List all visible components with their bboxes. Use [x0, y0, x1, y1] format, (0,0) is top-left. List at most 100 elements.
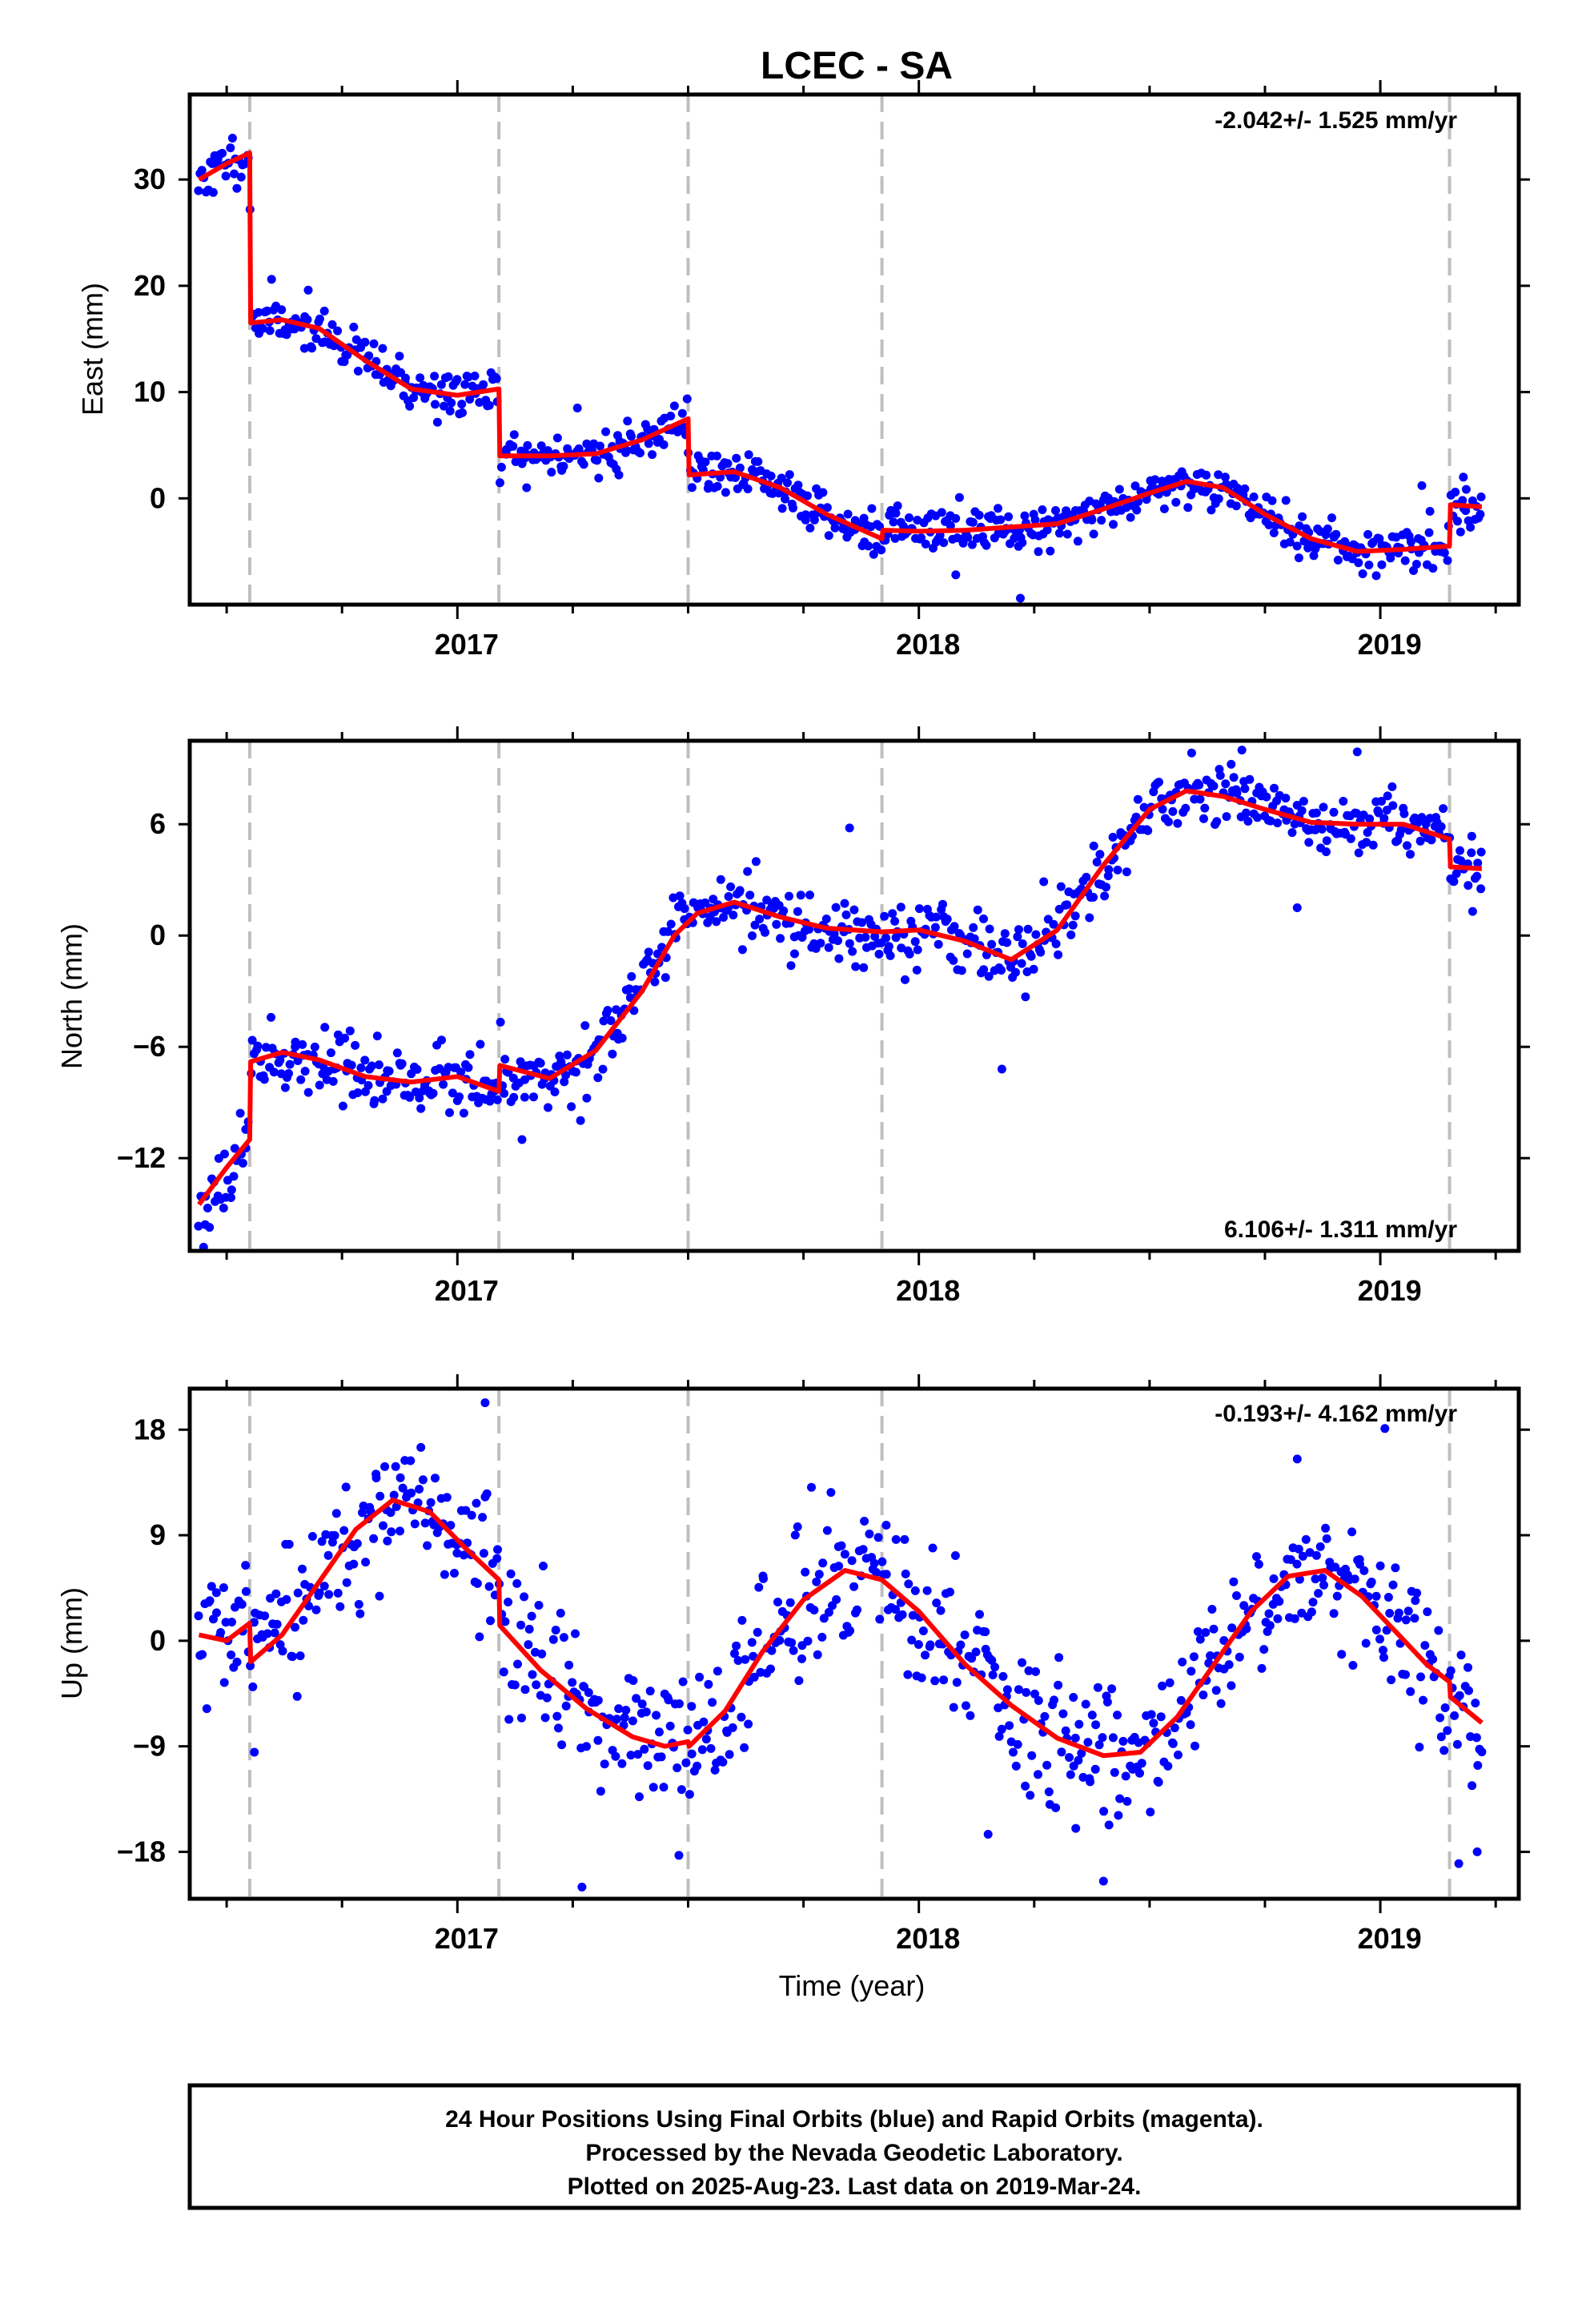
north-data-point [370, 1096, 379, 1105]
up-data-point [1034, 1696, 1043, 1705]
up-data-point [415, 1485, 424, 1494]
east-data-point [744, 450, 753, 460]
east-data-point [1458, 496, 1468, 505]
up-data-point [212, 1608, 221, 1618]
north-data-point [897, 943, 906, 953]
up-data-point [962, 1701, 970, 1711]
north-data-point [934, 939, 943, 949]
east-xtick-label: 2018 [896, 628, 960, 661]
north-data-point [520, 1092, 529, 1102]
east-data-point [523, 440, 532, 450]
north-data-point [536, 1059, 545, 1068]
up-data-point [891, 1534, 901, 1544]
up-data-point [1311, 1574, 1320, 1584]
east-data-point [431, 400, 440, 409]
up-data-point [284, 1539, 294, 1549]
north-data-point [235, 1108, 245, 1118]
up-data-point [389, 1490, 399, 1500]
up-data-point [956, 1640, 966, 1650]
up-data-point [524, 1624, 534, 1634]
north-data-point [624, 984, 634, 994]
up-data-point [701, 1735, 711, 1744]
north-data-point [1417, 813, 1427, 822]
north-data-point [857, 918, 867, 927]
north-data-point [500, 1055, 510, 1064]
east-data-point [891, 509, 901, 518]
up-data-point [1002, 1685, 1012, 1695]
east-data-point [1451, 488, 1460, 497]
north-data-point [345, 1026, 355, 1035]
east-data-point [315, 314, 324, 324]
east-data-point [1062, 506, 1071, 516]
up-data-point [1178, 1657, 1187, 1667]
east-plot-frame [187, 92, 1521, 607]
east-data-point [905, 513, 913, 522]
up-data-point [1472, 1847, 1482, 1856]
north-data-point [1021, 992, 1030, 1002]
east-data-point [1020, 511, 1030, 521]
up-data-point [406, 1456, 416, 1466]
east-model-curve [198, 151, 1483, 554]
up-xtick-label: 2018 [896, 1922, 960, 1955]
north-data-point [303, 1088, 313, 1097]
up-data-point [858, 1545, 868, 1554]
up-data-point [1165, 1678, 1174, 1687]
up-data-point [988, 1671, 998, 1679]
north-data-point [464, 1063, 473, 1072]
up-data-point [1428, 1655, 1438, 1664]
north-data-point [1281, 794, 1291, 803]
up-data-point [282, 1594, 291, 1604]
up-data-point [926, 1640, 935, 1650]
north-data-point [219, 1204, 228, 1212]
up-data-point [1468, 1781, 1477, 1791]
north-data-point [500, 1088, 509, 1098]
east-data-point [1298, 512, 1307, 521]
east-data-point [339, 357, 349, 367]
east-data-point [479, 380, 488, 389]
east-data-point [1183, 503, 1193, 513]
up-data-point [582, 1742, 591, 1751]
up-data-point [832, 1594, 841, 1604]
north-data-point [987, 939, 997, 949]
up-data-point [1257, 1663, 1267, 1673]
north-data-point [845, 823, 854, 833]
east-rate-label: -2.042+/- 1.525 mm/yr [1215, 107, 1457, 134]
north-data-point [755, 915, 765, 924]
north-data-point [338, 1101, 347, 1111]
north-data-point [397, 1059, 407, 1068]
up-data-point [818, 1558, 828, 1568]
east-data-point [1461, 485, 1471, 494]
north-data-point [571, 1068, 580, 1077]
east-data-point [889, 517, 898, 527]
up-data-point [1298, 1551, 1307, 1561]
up-data-point [1042, 1760, 1052, 1770]
up-data-point [327, 1538, 337, 1547]
up-data-point [641, 1707, 651, 1717]
east-data-point [789, 503, 797, 513]
up-data-point [1086, 1777, 1095, 1787]
up-data-point [1168, 1739, 1178, 1748]
north-data-point [1262, 792, 1271, 802]
up-data-point [817, 1632, 827, 1642]
up-data-point [814, 1570, 824, 1579]
north-data-point [1449, 877, 1459, 887]
north-data-point [259, 1075, 269, 1084]
up-data-point [1044, 1787, 1054, 1796]
up-data-point [730, 1649, 739, 1659]
up-data-point [1137, 1759, 1146, 1768]
up-data-point [1154, 1778, 1163, 1787]
up-data-point [1452, 1739, 1462, 1749]
north-data-point [776, 934, 785, 943]
north-data-point [793, 907, 802, 916]
east-data-point [1466, 522, 1476, 532]
up-data-points [194, 1398, 1487, 1892]
north-data-point [729, 911, 738, 920]
up-data-point [1464, 1686, 1473, 1695]
up-data-point [754, 1582, 764, 1592]
up-data-point [1419, 1695, 1427, 1705]
up-data-point [219, 1678, 229, 1687]
east-data-point [1038, 505, 1047, 514]
up-data-point [640, 1744, 649, 1754]
east-data-point [364, 351, 374, 360]
up-data-point [341, 1482, 351, 1492]
